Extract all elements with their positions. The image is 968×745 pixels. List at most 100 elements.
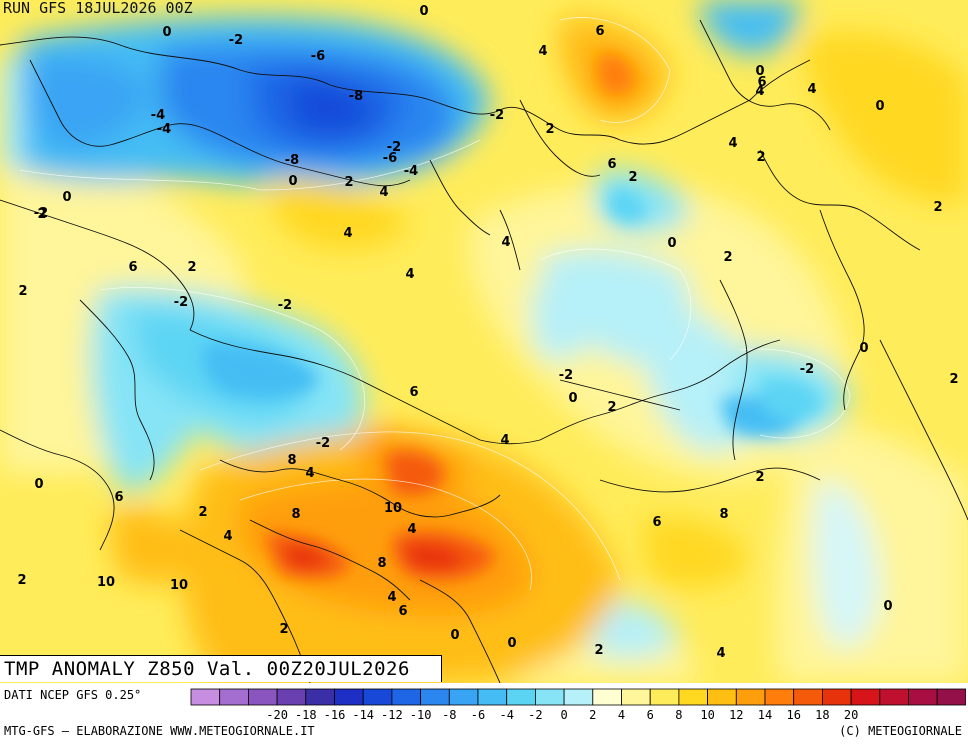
contour-value-label: -2 — [490, 108, 504, 123]
contour-value-label: 0 — [859, 341, 868, 356]
map-area: 0 -2 -4 -6 -8 -4 -2 -8 -6 -4 -2 0 2 4 0 4 6 2 6 2 4 2 6 4 0 2 4 4 0-… — [0, 0, 968, 683]
legend-tick-label: 10 — [700, 708, 714, 722]
contour-value-label: 4 — [716, 646, 725, 661]
legend-tick-label: 6 — [647, 708, 654, 722]
legend-swatch — [506, 688, 536, 706]
contour-value-label: 4 — [405, 267, 414, 282]
contour-value-label: 0 — [755, 64, 764, 79]
contour-value-label: -2 — [800, 362, 814, 377]
color-scale-legend: -20 -18 -16 -14 -12 -10 -8 -6 -4 -2 0 2 4 6 8 10 12 14 16 1… — [190, 688, 966, 722]
legend-swatch — [850, 688, 881, 706]
contour-value-label: 2 — [344, 175, 353, 190]
legend-swatch — [477, 688, 508, 706]
contour-value-label: 2 — [949, 372, 958, 387]
contour-value-label: 4 — [755, 84, 764, 99]
legend-swatch — [793, 688, 823, 706]
contour-value-label: 2 — [594, 643, 603, 658]
contour-value-label: 0 — [450, 628, 459, 643]
contour-value-label: -2 — [229, 33, 243, 48]
legend-swatch — [563, 688, 594, 706]
legend-swatch — [678, 688, 708, 706]
legend-tick-label: 20 — [844, 708, 858, 722]
contour-value-label: 2 — [755, 470, 764, 485]
map-title: TMP ANOMALY Z850 Val. 00Z20JUL2026 — [4, 658, 410, 680]
legend-tick-label: 2 — [589, 708, 596, 722]
contour-value-label: 2 — [198, 505, 207, 520]
legend-tick-label: 8 — [675, 708, 682, 722]
contour-value-label: 6 — [114, 490, 123, 505]
contour-value-label: 6 — [757, 75, 766, 90]
contour-value-label: 4 — [407, 522, 416, 537]
contour-value-label: 0 — [34, 477, 43, 492]
contour-value-label: -4 — [404, 164, 418, 179]
contour-value-label: 8 — [377, 556, 386, 571]
contour-value-label: -2 — [34, 206, 48, 221]
contour-value-label: -4 — [151, 108, 165, 123]
contour-value-label: -2 — [387, 140, 401, 155]
legend-tick-label: -8 — [442, 708, 456, 722]
contour-value-label: 0 — [162, 25, 171, 40]
contour-value-label: 8 — [719, 507, 728, 522]
legend-tick-label: -18 — [295, 708, 317, 722]
legend-tick-label: -10 — [410, 708, 432, 722]
legend-swatch — [649, 688, 680, 706]
legend-swatch — [391, 688, 421, 706]
contour-value-label: 2 — [607, 400, 616, 415]
legend-swatch — [879, 688, 909, 706]
contour-value-label: -4 — [157, 122, 171, 137]
credit-left: MTG-GFS – ELABORAZIONE WWW.METEOGIORNALE… — [4, 724, 315, 738]
legend-tick-label: 16 — [786, 708, 800, 722]
contour-value-label: 0 — [667, 236, 676, 251]
contour-value-label: 4 — [379, 185, 388, 200]
contour-value-label: 6 — [607, 157, 616, 172]
legend-swatch — [305, 688, 335, 706]
contour-value-label: -2 — [559, 368, 573, 383]
contour-value-label: 4 — [223, 529, 232, 544]
legend-swatch — [936, 688, 966, 706]
contour-value-label: 0 — [875, 99, 884, 114]
contour-value-label: 10 — [170, 578, 188, 593]
contour-value-label: 6 — [409, 385, 418, 400]
contour-value-label: -8 — [285, 153, 299, 168]
contour-value-label: 6 — [595, 24, 604, 39]
legend-tick-label: 4 — [618, 708, 625, 722]
contour-value-label: -6 — [383, 151, 397, 166]
legend-tick-label: -2 — [528, 708, 542, 722]
contour-value-label: 4 — [807, 82, 816, 97]
contour-value-label: 0 — [568, 391, 577, 406]
contour-value-label: 2 — [18, 284, 27, 299]
legend-tick-label: 18 — [815, 708, 829, 722]
contour-value-label: 4 — [343, 226, 352, 241]
legend-swatch — [707, 688, 737, 706]
legend-swatch — [822, 688, 852, 706]
data-source-label: DATI NCEP GFS 0.25° — [4, 688, 142, 702]
legend-swatch — [420, 688, 450, 706]
legend-swatch — [276, 688, 307, 706]
contour-value-label: 8 — [287, 453, 296, 468]
contour-value-label: 2 — [37, 207, 46, 222]
legend-tick-label: -12 — [381, 708, 403, 722]
legend-tick-label: 14 — [758, 708, 772, 722]
run-label: RUN GFS 18JUL2026 00Z — [3, 0, 193, 17]
contour-value-label: -8 — [349, 89, 363, 104]
legend-swatch — [362, 688, 393, 706]
contour-value-label: 2 — [628, 170, 637, 185]
contour-value-label: -6 — [311, 49, 325, 64]
contour-value-label: 10 — [97, 575, 115, 590]
legend-tick-label: 0 — [560, 708, 567, 722]
contour-value-label: 4 — [500, 433, 509, 448]
contour-value-label: -2 — [278, 298, 292, 313]
credit-right: (C) METEOGIORNALE — [839, 724, 962, 738]
legend-swatch — [735, 688, 766, 706]
contour-value-label: 2 — [756, 150, 765, 165]
contour-value-label: 0 — [883, 599, 892, 614]
contour-value-label: -2 — [174, 295, 188, 310]
legend-tick-label: -16 — [324, 708, 346, 722]
legend-swatch — [334, 688, 364, 706]
legend-swatch — [248, 688, 278, 706]
legend-tick-label: 12 — [729, 708, 743, 722]
contour-value-label: 0 — [507, 636, 516, 651]
contour-value-label: 6 — [652, 515, 661, 530]
